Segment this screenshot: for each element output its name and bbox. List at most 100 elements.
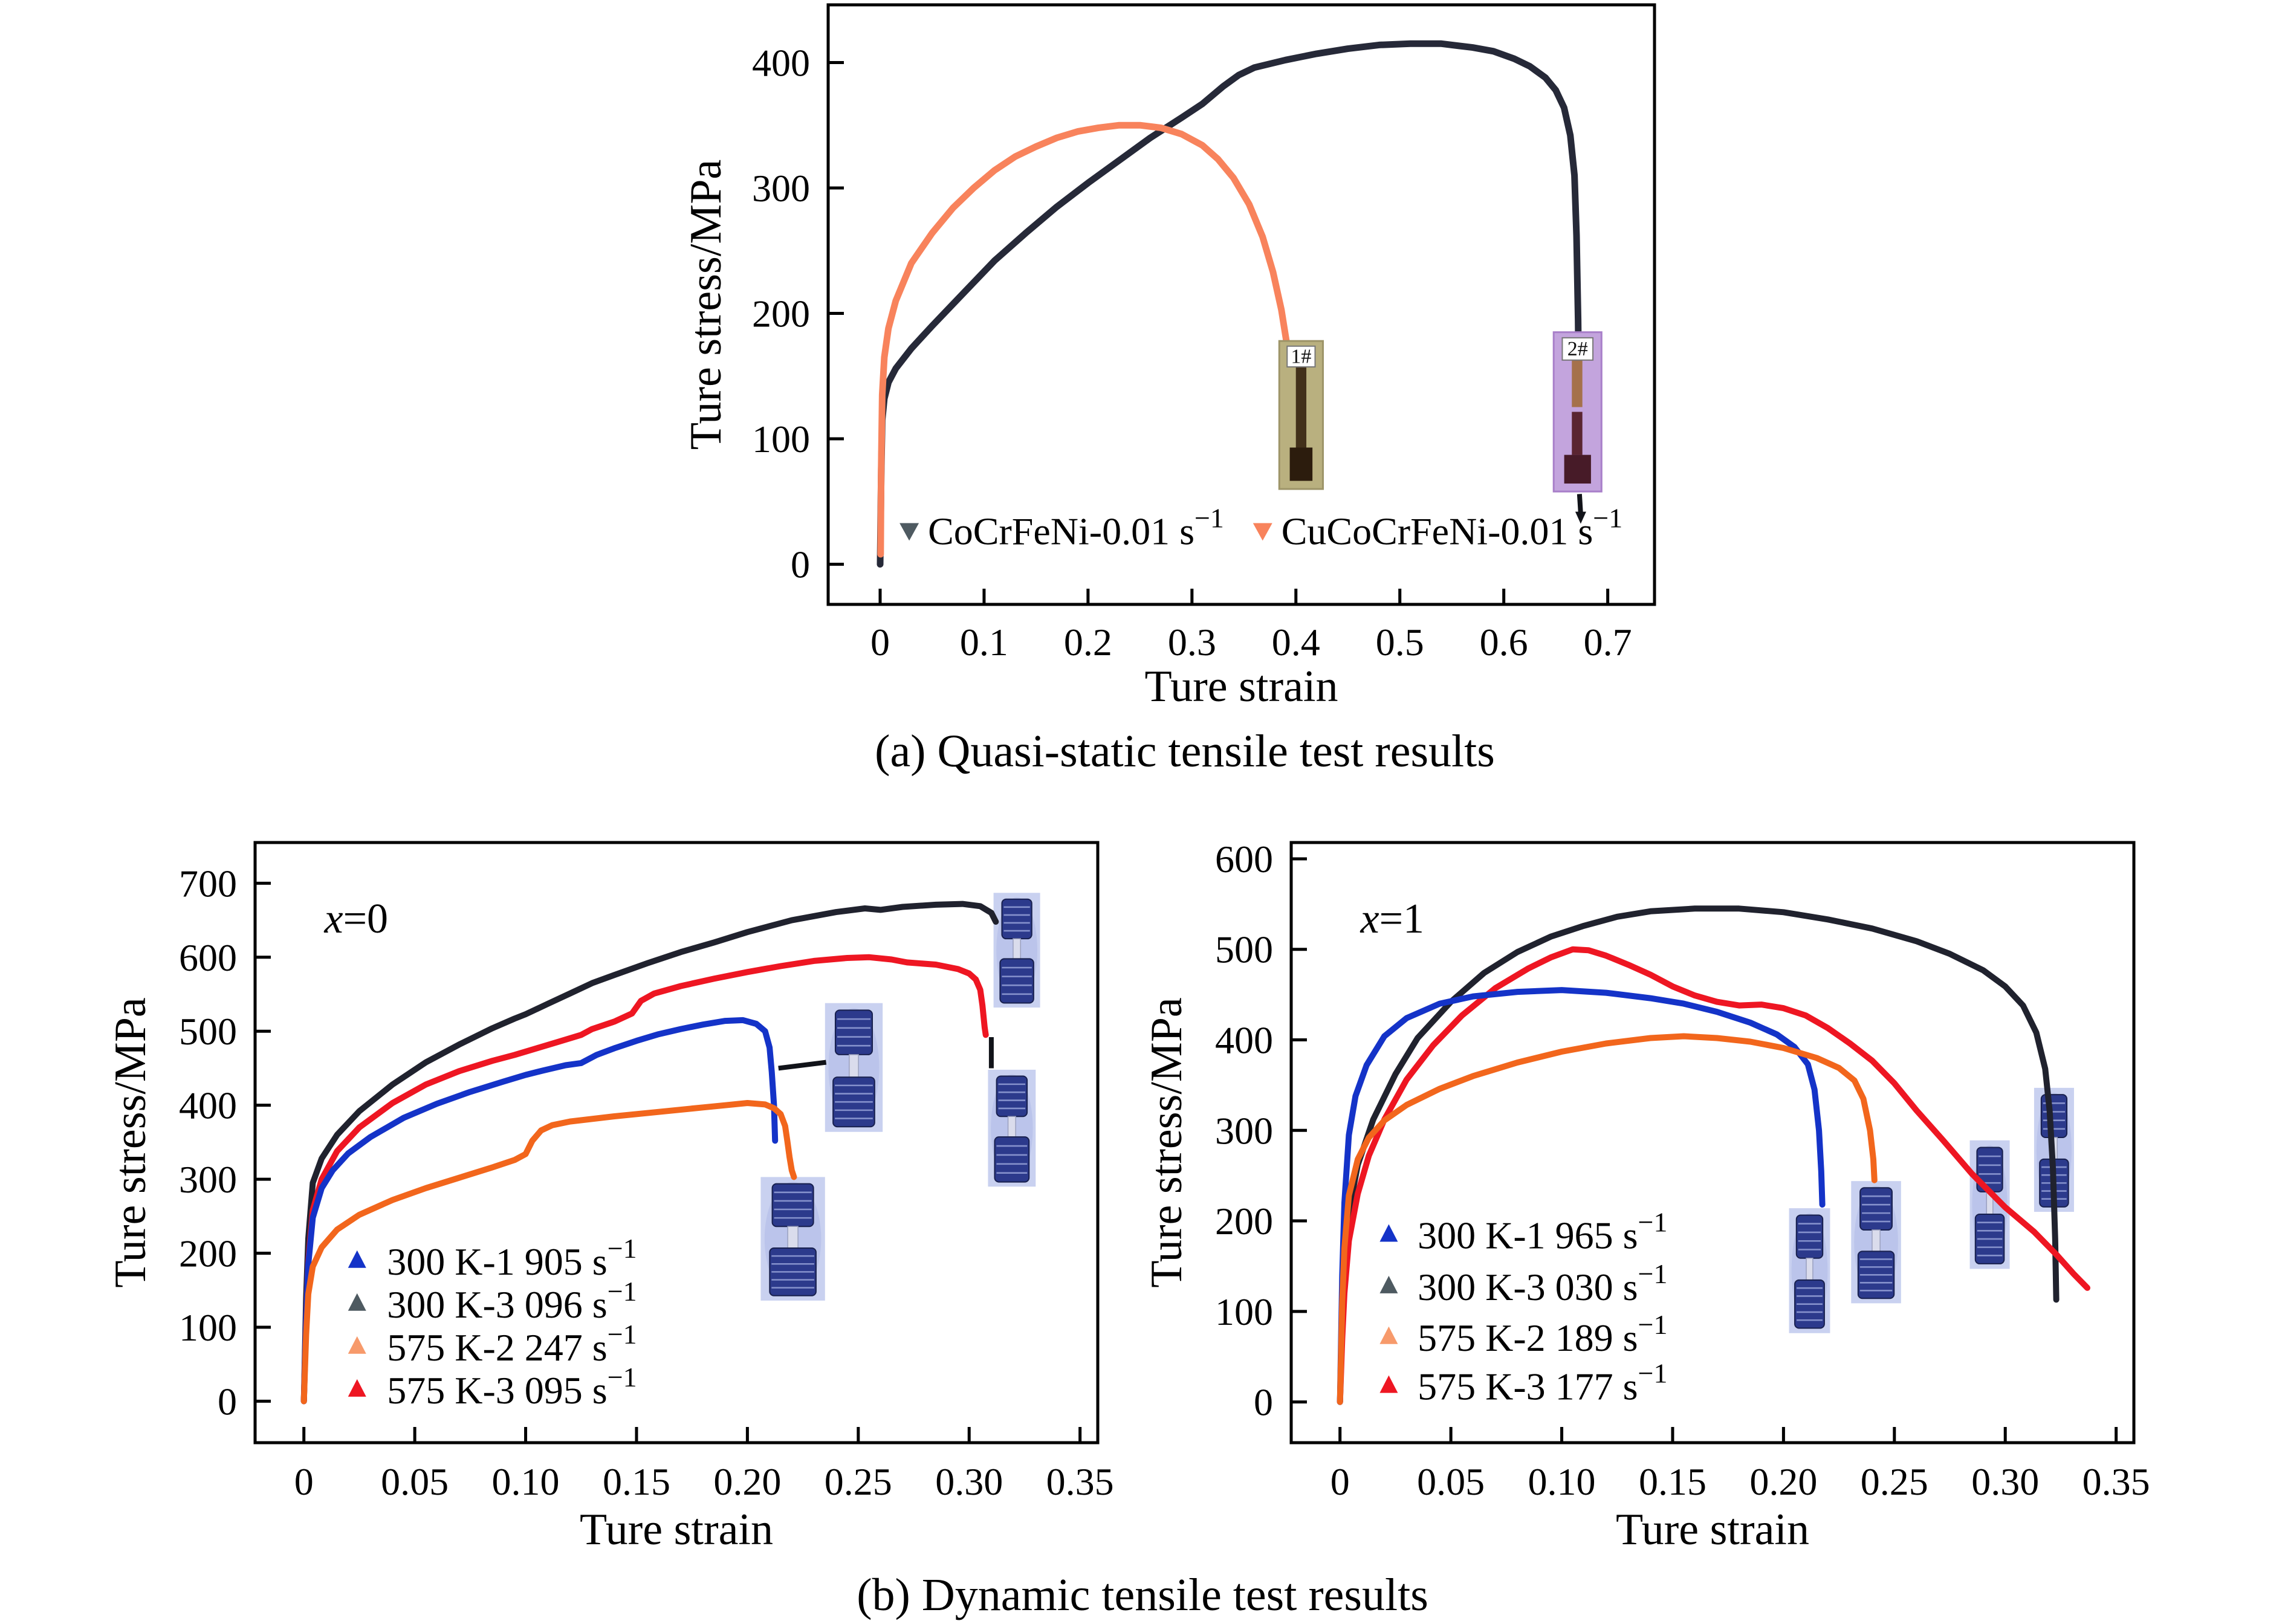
- legend-label: 575 K-2 247 s−1: [387, 1319, 637, 1369]
- x-axis-tick-label: 0.6: [1480, 621, 1528, 664]
- legend-marker-triangle-icon: [348, 1293, 366, 1311]
- specimen-label-plate: [1286, 345, 1316, 368]
- legend-label: 300 K-3 096 s−1: [387, 1276, 637, 1326]
- y-axis-tick-label: 500: [179, 1010, 237, 1053]
- y-axis-tick-label: 600: [179, 936, 237, 979]
- series-curve: [877, 40, 1583, 568]
- legend-label: 300 K-1 905 s−1: [387, 1233, 637, 1283]
- specimen-cylinder: [834, 1009, 873, 1055]
- specimen-fractured-stem: [849, 1054, 859, 1078]
- legend-label: 575 K-3 177 s−1: [1418, 1358, 1667, 1408]
- y-axis-label: Ture stress/MPa: [1142, 997, 1191, 1287]
- specimen-label: 2#: [1567, 338, 1588, 360]
- y-axis-tick-label: 0: [1254, 1381, 1273, 1424]
- y-axis-tick-label: 300: [752, 167, 810, 210]
- y-axis-tick-label: 0: [791, 543, 810, 586]
- y-axis-tick-label: 500: [1215, 928, 1273, 971]
- series-curve: [877, 121, 1300, 558]
- annotation: x=1: [1360, 896, 1424, 942]
- specimen-cylinder: [1859, 1187, 1893, 1231]
- y-axis-tick-label: 600: [1215, 838, 1273, 881]
- specimen-lower-half: [1572, 412, 1583, 455]
- y-axis-tick-label: 0: [218, 1380, 237, 1423]
- legend-label: 575 K-2 189 s−1: [1418, 1309, 1667, 1359]
- specimen-inset: [1969, 1140, 2010, 1269]
- y-axis-tick-label: 200: [1215, 1200, 1273, 1243]
- legend-marker-triangle-icon: [899, 523, 919, 541]
- specimen-cylinder: [771, 1183, 814, 1228]
- y-axis-tick-label: 400: [1215, 1019, 1273, 1062]
- specimen-inset: [760, 1177, 825, 1301]
- specimen-inset: [993, 893, 1040, 1008]
- plot-area: [1289, 841, 2136, 1444]
- specimen-inset: [1851, 1181, 1901, 1304]
- x-axis-tick-label: 0.35: [1046, 1460, 1114, 1503]
- x-axis-tick-label: 0: [870, 621, 890, 664]
- plot-area: [826, 3, 1656, 606]
- series-curve: [1337, 987, 1826, 1405]
- caption-dynamic: (b) Dynamic tensile test results: [857, 1570, 1428, 1620]
- y-axis-tick-label: 200: [752, 293, 810, 335]
- x-axis-tick-label: 0.5: [1376, 621, 1424, 664]
- specimen-cylinder: [999, 958, 1034, 1004]
- leader-line: [1577, 494, 1583, 514]
- y-axis-tick-label: 300: [179, 1158, 237, 1201]
- y-axis-tick-label: 400: [752, 41, 810, 84]
- x-axis-label: Ture strain: [580, 1505, 773, 1554]
- specimen-grip-end: [1564, 455, 1591, 484]
- x-axis-tick-label: 0.25: [825, 1460, 892, 1503]
- dynamic-x0-chart: 0 0.05 0.10 0.15 0.20 0.25 0.30 0.35 0 100 200 300 4…: [106, 841, 1114, 1554]
- specimen-fractured-stem: [1013, 938, 1022, 960]
- x-axis-tick-label: 0.20: [713, 1460, 781, 1503]
- x-axis-tick-label: 0.7: [1584, 621, 1632, 664]
- plot-area: [253, 841, 1100, 1444]
- series-curve: [1337, 905, 2060, 1405]
- specimen-inset: [988, 1069, 1036, 1187]
- y-axis-label: Ture stress/MPa: [106, 997, 155, 1287]
- legend-marker-triangle-icon: [348, 1336, 366, 1354]
- x-axis-tick-label: 0.15: [603, 1460, 670, 1503]
- y-axis-label: Ture stress/MPa: [681, 160, 731, 450]
- y-axis-tick-label: 100: [1215, 1290, 1273, 1333]
- specimen-inset: 1#: [1278, 340, 1324, 490]
- series-curve: [300, 1100, 797, 1405]
- x-axis-tick-label: 0.10: [1528, 1460, 1596, 1503]
- quasi-static-chart: 1# 2# 0 0.1 0.2 0.3 0.4 0.5 0.6 0.7 0 100 200 300 400 T…: [681, 3, 1656, 711]
- legend-marker-triangle-icon: [1379, 1275, 1398, 1293]
- annotation: x=0: [323, 896, 388, 942]
- caption-quasi-static: (a) Quasi-static tensile test results: [875, 726, 1495, 777]
- x-axis-tick-label: 0.15: [1639, 1460, 1706, 1503]
- legend-marker-triangle-icon: [1379, 1326, 1398, 1344]
- x-axis-tick-label: 0.25: [1861, 1460, 1928, 1503]
- series-curve: [300, 1017, 779, 1405]
- specimen-inset: [825, 1003, 883, 1132]
- specimen-fractured-stem: [1007, 1116, 1016, 1137]
- legend-marker-triangle-icon: [1379, 1224, 1398, 1242]
- specimen-grip-end: [1289, 447, 1313, 481]
- x-axis-tick-label: 0.3: [1168, 621, 1216, 664]
- legend-label: CoCrFeNi-0.01 s−1: [928, 503, 1224, 553]
- leader-line: [778, 1059, 827, 1071]
- specimen-cylinder: [1001, 898, 1032, 940]
- series-curve: [300, 954, 989, 1405]
- x-axis-tick-label: 0: [1330, 1460, 1350, 1503]
- x-axis-tick-label: 0.35: [2082, 1460, 2150, 1503]
- legend-label: 300 K-1 965 s−1: [1418, 1207, 1667, 1257]
- x-axis-tick-label: 0.10: [492, 1460, 560, 1503]
- y-axis-tick-label: 100: [179, 1306, 237, 1349]
- legend-marker-triangle-icon: [1379, 1375, 1398, 1393]
- specimen-fractured-stem: [787, 1226, 799, 1249]
- series-curve: [300, 901, 999, 1405]
- x-axis-tick-label: 0.05: [1417, 1460, 1485, 1503]
- specimen-cylinder: [1795, 1214, 1824, 1259]
- legend-marker-triangle-icon: [348, 1379, 366, 1397]
- y-axis-tick-label: 200: [179, 1232, 237, 1275]
- x-axis-tick-label: 0.20: [1749, 1460, 1817, 1503]
- x-axis-tick-label: 0.30: [1971, 1460, 2039, 1503]
- y-axis-tick-label: 300: [1215, 1109, 1273, 1152]
- specimen-cylinder: [2040, 1094, 2068, 1138]
- dynamic-x1-chart: 0 0.05 0.10 0.15 0.20 0.25 0.30 0.35 0 100 200 300 4…: [1142, 838, 2150, 1554]
- specimen-gauge-strip: [1295, 367, 1307, 448]
- specimen-label: 1#: [1291, 345, 1311, 367]
- legend-label: 300 K-3 030 s−1: [1418, 1258, 1667, 1309]
